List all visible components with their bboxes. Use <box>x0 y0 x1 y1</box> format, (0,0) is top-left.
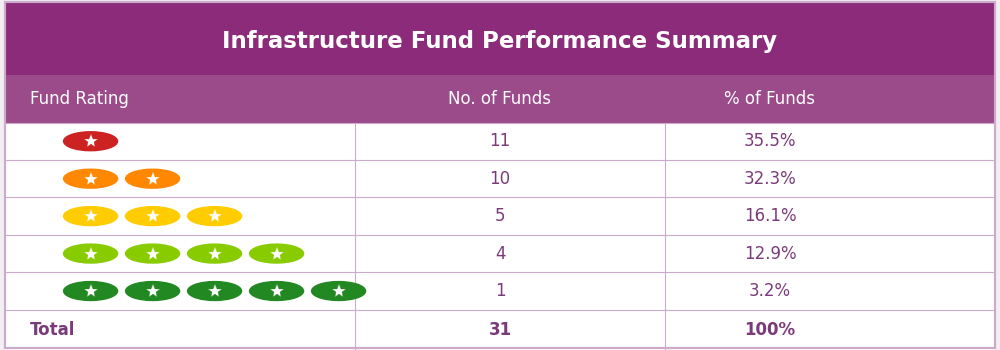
Text: Fund Rating: Fund Rating <box>30 90 129 108</box>
FancyBboxPatch shape <box>5 235 995 272</box>
Text: 3.2%: 3.2% <box>749 282 791 300</box>
FancyBboxPatch shape <box>5 122 995 160</box>
Circle shape <box>126 169 180 188</box>
Text: 12.9%: 12.9% <box>744 245 796 262</box>
Circle shape <box>64 132 118 150</box>
Text: 100%: 100% <box>744 321 796 339</box>
Circle shape <box>188 244 242 263</box>
Circle shape <box>64 244 118 263</box>
Circle shape <box>64 169 118 188</box>
FancyBboxPatch shape <box>5 310 995 350</box>
FancyBboxPatch shape <box>5 160 995 197</box>
Text: 5: 5 <box>495 207 505 225</box>
Text: Total: Total <box>30 321 75 339</box>
Text: 10: 10 <box>489 170 511 188</box>
Text: 31: 31 <box>488 321 512 339</box>
Text: No. of Funds: No. of Funds <box>448 90 552 108</box>
Circle shape <box>312 281 366 300</box>
Circle shape <box>188 281 242 300</box>
Text: 11: 11 <box>489 132 511 150</box>
Text: 35.5%: 35.5% <box>744 132 796 150</box>
FancyBboxPatch shape <box>5 272 995 310</box>
FancyBboxPatch shape <box>5 2 995 75</box>
Circle shape <box>250 281 304 300</box>
Text: 16.1%: 16.1% <box>744 207 796 225</box>
Circle shape <box>126 281 180 300</box>
Circle shape <box>188 207 242 226</box>
Circle shape <box>64 281 118 300</box>
Circle shape <box>126 207 180 226</box>
Text: 1: 1 <box>495 282 505 300</box>
Circle shape <box>64 207 118 226</box>
Circle shape <box>126 244 180 263</box>
Text: Infrastructure Fund Performance Summary: Infrastructure Fund Performance Summary <box>222 30 778 52</box>
Text: % of Funds: % of Funds <box>724 90 816 108</box>
Circle shape <box>250 244 304 263</box>
FancyBboxPatch shape <box>5 75 995 122</box>
FancyBboxPatch shape <box>5 197 995 235</box>
Text: 32.3%: 32.3% <box>744 170 796 188</box>
Text: 4: 4 <box>495 245 505 262</box>
